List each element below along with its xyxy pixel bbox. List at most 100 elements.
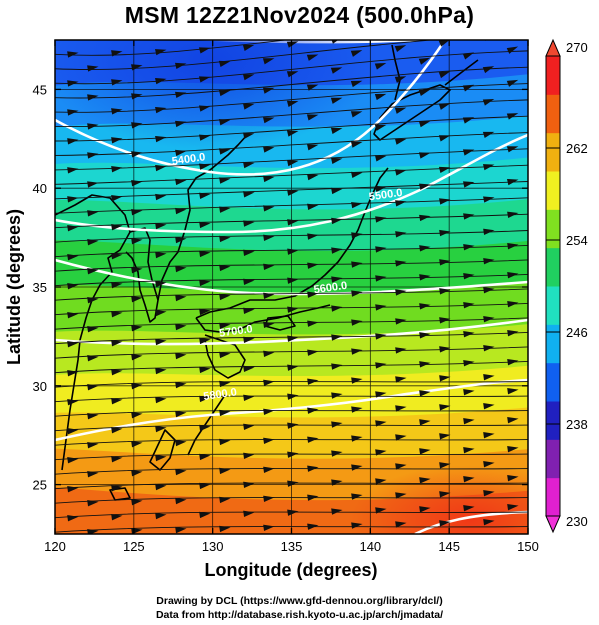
wind-streamlines bbox=[55, 30, 528, 534]
wind-arrow bbox=[331, 479, 343, 486]
wind-arrow bbox=[307, 173, 319, 181]
wind-arrow bbox=[67, 51, 79, 58]
colorbar-segment bbox=[546, 477, 560, 517]
wind-arrow bbox=[287, 248, 299, 255]
wind-arrow bbox=[155, 164, 167, 172]
wind-arrow bbox=[351, 319, 363, 326]
wind-arrow bbox=[155, 512, 167, 520]
wind-arrow bbox=[242, 132, 255, 139]
wind-arrow bbox=[351, 290, 363, 297]
wind-arrow bbox=[131, 238, 143, 245]
wind-arrow bbox=[394, 76, 407, 83]
wind-arrow bbox=[111, 137, 123, 144]
wind-arrow bbox=[131, 209, 143, 216]
wind-arrow bbox=[263, 408, 275, 416]
wind-arrow bbox=[419, 506, 431, 513]
wind-arrow bbox=[482, 131, 495, 138]
wind-arrow bbox=[111, 281, 123, 289]
wind-arrow bbox=[507, 358, 519, 366]
colorbar-segment bbox=[546, 56, 560, 95]
wind-arrow bbox=[307, 465, 319, 472]
wind-arrow bbox=[351, 348, 363, 355]
wind-arrow bbox=[331, 247, 343, 254]
wind-arrow bbox=[330, 97, 343, 104]
wind-arrow bbox=[483, 316, 495, 323]
wind-arrow bbox=[395, 289, 407, 296]
wind-arrow bbox=[331, 392, 343, 399]
wind-arrow bbox=[439, 346, 451, 353]
wind-arrow bbox=[199, 337, 211, 345]
wind-arrow bbox=[374, 155, 387, 162]
wind-arrow bbox=[175, 265, 187, 273]
wind-arrow bbox=[438, 71, 451, 79]
wind-arrow bbox=[87, 384, 99, 391]
streamline bbox=[55, 230, 528, 243]
wind-arrow bbox=[395, 260, 407, 267]
wind-arrow bbox=[482, 40, 495, 41]
wind-arrow bbox=[131, 122, 143, 129]
wind-arrow bbox=[375, 478, 387, 485]
wind-arrow bbox=[419, 332, 431, 339]
colorbar-tick-label: 230 bbox=[566, 514, 588, 529]
wind-arrow bbox=[199, 308, 211, 316]
wind-arrow bbox=[287, 393, 299, 400]
wind-arrow bbox=[306, 84, 319, 91]
wind-arrow bbox=[483, 403, 495, 410]
streamline bbox=[55, 99, 528, 128]
wind-arrow bbox=[219, 322, 231, 330]
wind-arrow bbox=[199, 424, 211, 432]
wind-arrow bbox=[375, 30, 385, 38]
wind-arrow bbox=[463, 476, 475, 483]
wind-arrow bbox=[374, 62, 387, 70]
wind-arrow bbox=[111, 224, 123, 231]
wind-arrow bbox=[131, 295, 143, 303]
x-tick-label: 150 bbox=[517, 539, 539, 554]
colorbar-tick-label: 238 bbox=[566, 417, 588, 432]
colorbar-tick-label: 262 bbox=[566, 141, 588, 156]
y-tick-label: 25 bbox=[33, 478, 47, 493]
wind-arrow bbox=[287, 335, 299, 342]
wind-arrow bbox=[67, 428, 79, 435]
wind-arrow bbox=[419, 419, 431, 426]
wind-arrow bbox=[199, 453, 211, 461]
wind-arrow bbox=[174, 62, 187, 70]
wind-arrow bbox=[131, 498, 143, 506]
wind-arrow bbox=[218, 119, 231, 126]
wind-arrow bbox=[419, 477, 431, 484]
wind-arrow bbox=[219, 148, 231, 155]
wind-arrow bbox=[287, 364, 299, 371]
y-axis-label: Latitude (degrees) bbox=[4, 209, 24, 365]
wind-arrow bbox=[242, 103, 255, 110]
wind-arrow bbox=[418, 152, 431, 159]
wind-arrow bbox=[287, 422, 299, 429]
wind-arrow bbox=[483, 374, 495, 381]
y-axis-ticks: 25 30 35 40 45 bbox=[33, 82, 528, 493]
wind-arrow bbox=[395, 434, 407, 441]
wind-arrow bbox=[219, 496, 231, 504]
wind-arrow bbox=[330, 67, 343, 74]
wind-arrow bbox=[175, 294, 187, 302]
colorbar-segment bbox=[546, 171, 560, 210]
wind-arrow bbox=[483, 258, 495, 265]
wind-arrow bbox=[155, 135, 167, 143]
wind-arrow bbox=[507, 211, 519, 218]
wind-arrow bbox=[463, 360, 475, 367]
streamline bbox=[55, 511, 528, 519]
wind-arrow bbox=[350, 50, 363, 57]
wind-arrow bbox=[155, 338, 167, 346]
wind-arrow bbox=[307, 436, 319, 443]
wind-arrow bbox=[131, 324, 143, 332]
wind-arrow bbox=[287, 277, 299, 284]
wind-arrow bbox=[307, 523, 319, 530]
wind-arrow bbox=[375, 362, 387, 369]
wind-arrow bbox=[439, 375, 451, 382]
contour-5500 bbox=[55, 133, 528, 234]
wind-arrow bbox=[175, 91, 187, 99]
wind-arrow bbox=[199, 250, 211, 258]
wind-arrow bbox=[87, 471, 99, 478]
wind-arrow bbox=[439, 433, 451, 440]
wind-arrow bbox=[219, 177, 231, 184]
wind-arrow bbox=[419, 245, 431, 252]
wind-arrow bbox=[462, 149, 475, 156]
wind-arrow bbox=[351, 202, 363, 209]
